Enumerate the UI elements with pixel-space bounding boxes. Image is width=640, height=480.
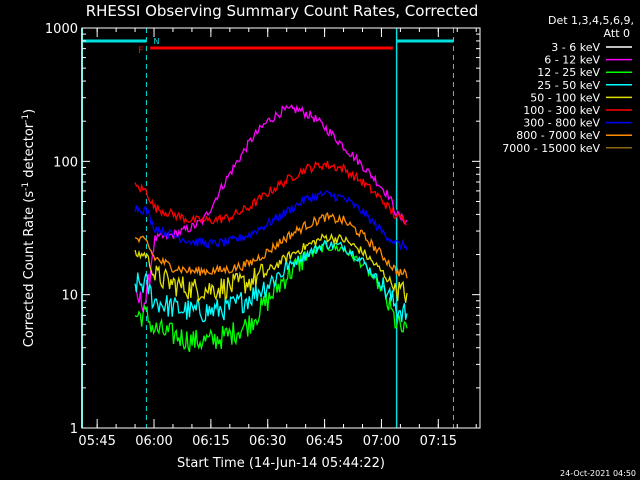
x-tick-label: 05:45	[78, 434, 115, 449]
legend-label: 300 - 800 keV	[523, 117, 600, 130]
x-tick-label: 06:00	[135, 434, 172, 449]
generated-timestamp: 24-Oct-2021 04:50	[560, 469, 636, 478]
legend-label: 25 - 50 keV	[537, 79, 600, 92]
x-tick-label: 07:15	[420, 434, 457, 449]
x-tick-label: 06:15	[192, 434, 229, 449]
x-tick-label: 06:30	[249, 434, 286, 449]
x-tick-label: 06:45	[306, 434, 343, 449]
flare-label: F	[138, 46, 143, 56]
legend-label: 6 - 12 keV	[544, 54, 600, 67]
series-line-4	[134, 232, 408, 303]
series-line-7	[134, 212, 408, 279]
legend-label: 7000 - 15000 keV	[502, 142, 600, 155]
x-axis-label: Start Time (14-Jun-14 05:44:22)	[177, 456, 385, 471]
chart-title: RHESSI Observing Summary Count Rates, Co…	[86, 2, 479, 20]
legend-label: 800 - 7000 keV	[516, 129, 600, 142]
series-lines	[134, 104, 408, 353]
series-line-3	[134, 239, 408, 323]
y-tick-label: 1	[70, 422, 78, 437]
plot-frame	[81, 27, 481, 429]
y-tick-label: 1000	[45, 22, 78, 37]
x-tick-label: 07:00	[363, 434, 400, 449]
legend-label: 12 - 25 keV	[537, 66, 600, 79]
legend-header-detectors: Det 1,3,4,5,6,9,	[548, 14, 634, 27]
series-line-0	[134, 150, 408, 316]
legend-label: 100 - 300 keV	[523, 104, 600, 117]
y-axis-ticks: 1 10 100 1000	[45, 22, 480, 437]
series-line-5	[134, 160, 408, 226]
y-tick-label: 10	[61, 289, 78, 304]
series-line-2	[134, 240, 408, 353]
legend-label: 3 - 6 keV	[551, 41, 600, 54]
legend-label: 50 - 100 keV	[530, 91, 600, 104]
series-line-1	[135, 104, 408, 312]
night-label: N	[153, 37, 159, 46]
y-tick-label: 100	[53, 155, 78, 170]
x-axis-ticks: 05:45 06:00 06:15 06:30 06:45 07:00 07:15	[78, 28, 477, 449]
series-line-6	[134, 190, 408, 251]
legend-header-attenuator: Att 0	[604, 27, 630, 40]
y-axis-label: Corrected Count Rate (s-1 detector-1)	[21, 109, 37, 347]
